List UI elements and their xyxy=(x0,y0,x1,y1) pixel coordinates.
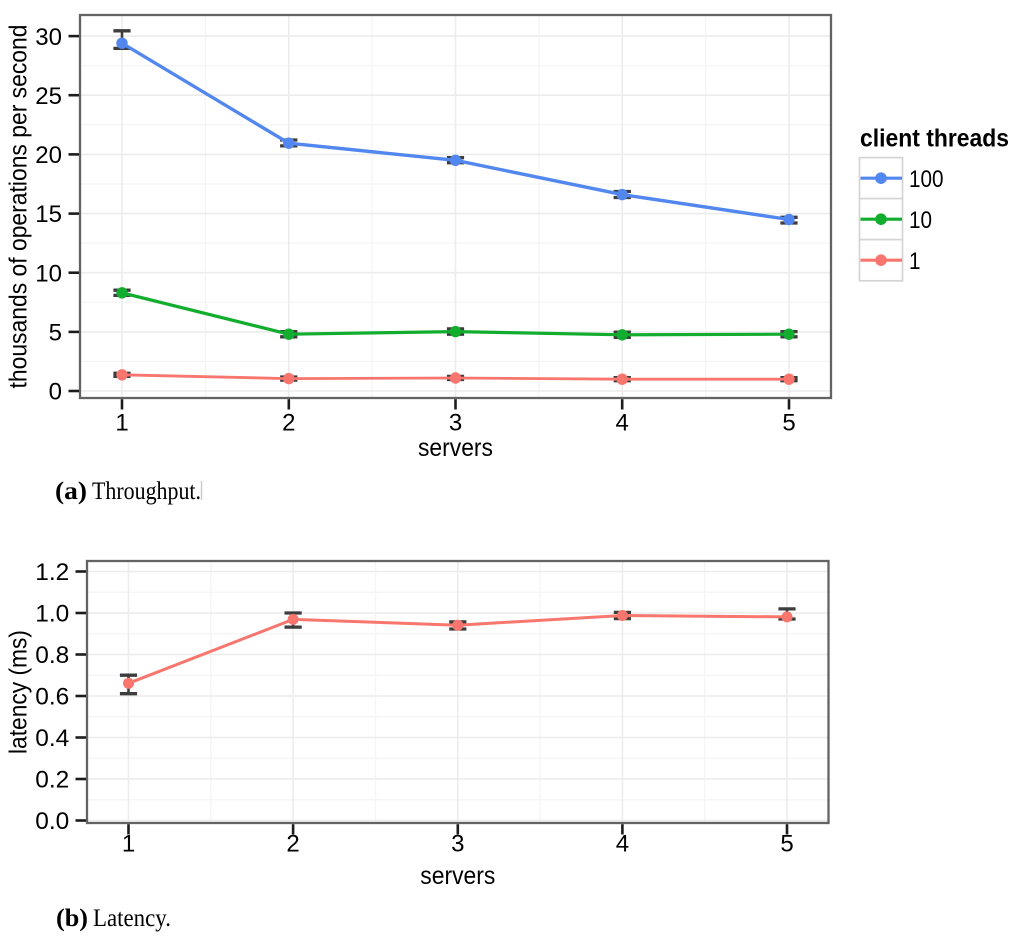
svg-text:4: 4 xyxy=(616,831,629,858)
svg-text:1: 1 xyxy=(115,410,128,437)
svg-text:0: 0 xyxy=(49,379,62,406)
svg-text:10: 10 xyxy=(909,207,932,234)
svg-text:0.8: 0.8 xyxy=(35,642,69,669)
svg-text:0.4: 0.4 xyxy=(35,725,69,752)
svg-text:5: 5 xyxy=(782,410,795,437)
svg-text:4: 4 xyxy=(616,410,629,437)
svg-text:client threads: client threads xyxy=(860,125,1009,153)
svg-text:30: 30 xyxy=(35,24,62,51)
svg-text:3: 3 xyxy=(451,831,464,858)
svg-text:servers: servers xyxy=(418,434,493,462)
svg-text:3: 3 xyxy=(449,410,462,437)
svg-text:1.2: 1.2 xyxy=(35,559,69,586)
svg-text:latency (ms): latency (ms) xyxy=(5,630,33,754)
svg-text:2: 2 xyxy=(286,831,299,858)
svg-text:servers: servers xyxy=(420,862,495,890)
svg-text:Latency.: Latency. xyxy=(93,905,171,932)
svg-text:1.0: 1.0 xyxy=(35,601,69,628)
svg-text:Throughput.: Throughput. xyxy=(92,478,201,505)
svg-text:1: 1 xyxy=(909,248,921,275)
svg-text:15: 15 xyxy=(35,201,62,228)
svg-text:(b): (b) xyxy=(56,905,88,932)
svg-text:0.6: 0.6 xyxy=(35,684,69,711)
svg-text:25: 25 xyxy=(35,83,62,110)
svg-text:10: 10 xyxy=(35,260,62,287)
svg-text:thousands of operations per se: thousands of operations per second xyxy=(5,25,33,389)
svg-text:0.2: 0.2 xyxy=(35,767,69,794)
svg-text:2: 2 xyxy=(282,410,295,437)
svg-text:5: 5 xyxy=(49,320,62,347)
svg-text:1: 1 xyxy=(122,831,135,858)
svg-text:0.0: 0.0 xyxy=(35,808,69,835)
svg-text:5: 5 xyxy=(780,831,793,858)
svg-text:100: 100 xyxy=(909,166,944,193)
svg-text:20: 20 xyxy=(35,142,62,169)
svg-text:(a): (a) xyxy=(55,478,87,505)
